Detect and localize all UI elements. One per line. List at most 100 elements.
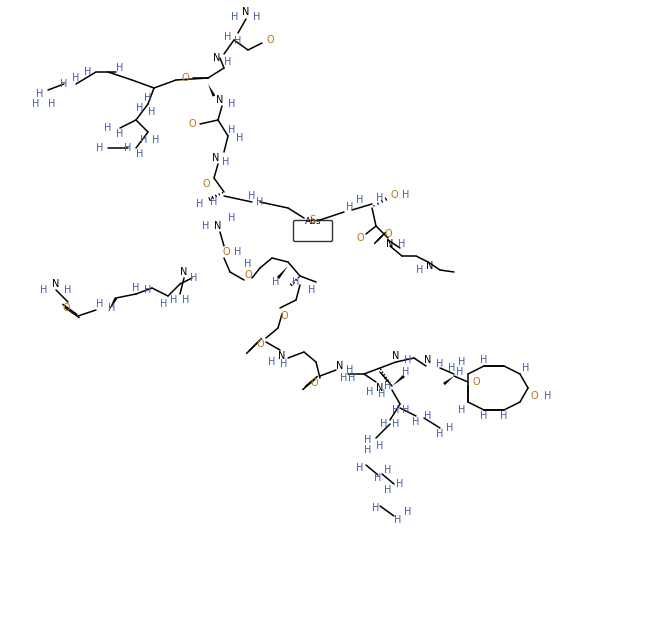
- Text: O: O: [202, 179, 210, 189]
- Text: H: H: [116, 129, 123, 139]
- Text: H: H: [234, 36, 242, 46]
- Text: H: H: [402, 405, 410, 415]
- Text: H: H: [160, 299, 168, 309]
- Text: H: H: [364, 445, 371, 455]
- Text: H: H: [85, 67, 92, 77]
- Text: O: O: [390, 190, 398, 200]
- Text: H: H: [357, 463, 364, 473]
- Text: H: H: [48, 99, 56, 109]
- Text: H: H: [32, 99, 39, 109]
- Text: H: H: [231, 12, 238, 22]
- Text: N: N: [214, 221, 222, 231]
- Text: O: O: [188, 119, 196, 129]
- Text: O: O: [244, 270, 252, 280]
- Text: H: H: [377, 193, 384, 203]
- Text: N: N: [52, 279, 59, 289]
- Text: H: H: [379, 389, 386, 399]
- Polygon shape: [208, 84, 215, 97]
- Text: H: H: [384, 485, 391, 495]
- Text: H: H: [144, 285, 152, 295]
- Text: H: H: [374, 473, 382, 483]
- Text: H: H: [396, 479, 404, 489]
- Text: H: H: [523, 363, 530, 373]
- Text: H: H: [436, 359, 444, 369]
- Polygon shape: [443, 376, 454, 385]
- Text: H: H: [384, 465, 391, 475]
- Text: H: H: [364, 435, 371, 445]
- Text: O: O: [256, 339, 264, 349]
- Text: H: H: [308, 285, 316, 295]
- Text: H: H: [348, 373, 356, 383]
- Text: H: H: [224, 32, 232, 42]
- Text: H: H: [228, 213, 236, 223]
- Text: H: H: [481, 355, 488, 365]
- Text: H: H: [402, 367, 410, 377]
- Text: O: O: [222, 247, 230, 257]
- Text: H: H: [116, 63, 123, 73]
- Text: N: N: [386, 239, 393, 249]
- Text: H: H: [392, 405, 400, 415]
- Text: N: N: [242, 7, 250, 17]
- Text: H: H: [446, 423, 453, 433]
- Text: H: H: [65, 285, 72, 295]
- Text: H: H: [399, 239, 406, 249]
- Text: H: H: [392, 419, 400, 429]
- Text: H: H: [273, 277, 280, 287]
- Text: H: H: [222, 157, 230, 167]
- Text: H: H: [357, 195, 364, 205]
- Text: H: H: [380, 419, 388, 429]
- Text: N: N: [278, 351, 286, 361]
- Text: H: H: [224, 57, 232, 67]
- Text: H: H: [228, 99, 236, 109]
- Text: H: H: [402, 190, 410, 200]
- Text: H: H: [366, 387, 373, 397]
- Text: N: N: [392, 351, 400, 361]
- Text: O: O: [181, 73, 189, 83]
- Text: H: H: [60, 79, 68, 89]
- Text: H: H: [280, 359, 287, 369]
- Text: H: H: [404, 355, 412, 365]
- Text: H: H: [124, 143, 132, 153]
- Text: S: S: [309, 215, 315, 225]
- Text: N: N: [337, 361, 344, 371]
- Text: O: O: [266, 35, 274, 45]
- Polygon shape: [108, 298, 118, 312]
- FancyBboxPatch shape: [293, 220, 333, 242]
- Text: H: H: [36, 89, 44, 99]
- Text: O: O: [384, 229, 392, 239]
- Text: H: H: [436, 429, 444, 439]
- Text: H: H: [248, 191, 256, 201]
- Text: H: H: [253, 12, 261, 22]
- Text: H: H: [256, 197, 264, 207]
- Text: H: H: [109, 303, 116, 313]
- Text: H: H: [211, 197, 218, 207]
- Text: H: H: [228, 125, 236, 135]
- Text: H: H: [132, 283, 140, 293]
- Text: N: N: [424, 355, 432, 365]
- Text: N: N: [216, 95, 224, 105]
- Text: N: N: [180, 267, 188, 277]
- Text: H: H: [40, 285, 48, 295]
- Text: N: N: [426, 261, 433, 271]
- Text: H: H: [72, 73, 79, 83]
- Text: H: H: [458, 405, 466, 415]
- Text: H: H: [236, 133, 244, 143]
- Text: H: H: [416, 265, 424, 275]
- Text: N: N: [213, 53, 221, 63]
- Text: O: O: [472, 377, 480, 387]
- Text: H: H: [412, 417, 420, 427]
- Text: N: N: [213, 153, 220, 163]
- Text: H: H: [136, 149, 143, 159]
- Text: H: H: [292, 277, 300, 287]
- Text: H: H: [346, 202, 354, 212]
- Text: H: H: [144, 93, 152, 103]
- Text: O: O: [62, 303, 70, 313]
- Polygon shape: [277, 266, 288, 279]
- Text: H: H: [196, 199, 203, 209]
- Text: H: H: [182, 295, 190, 305]
- Text: Abs: Abs: [305, 216, 321, 225]
- Text: H: H: [149, 107, 156, 117]
- Text: H: H: [377, 441, 384, 451]
- Text: H: H: [234, 247, 242, 257]
- Text: H: H: [394, 515, 402, 525]
